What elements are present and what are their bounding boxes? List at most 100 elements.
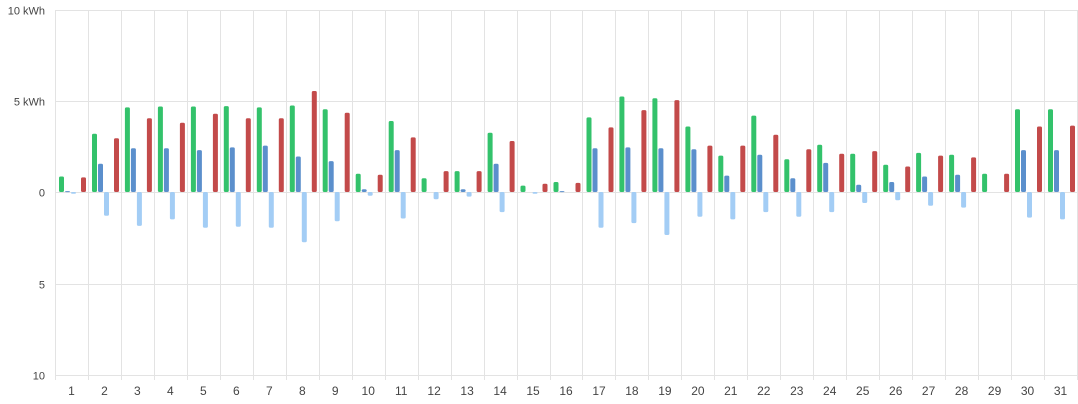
bar-blue xyxy=(493,163,499,192)
x-tick-label: 24 xyxy=(823,384,837,398)
bar-red xyxy=(81,177,86,192)
bar-red xyxy=(377,174,383,192)
bar-red xyxy=(443,171,449,192)
bar-red xyxy=(410,137,416,192)
bar-light_blue xyxy=(862,192,868,203)
bar-green xyxy=(520,185,526,192)
y-tick-label: 10 kWh xyxy=(8,6,45,18)
bar-light_blue xyxy=(136,192,142,226)
bar-light_blue xyxy=(169,192,175,220)
bar-blue xyxy=(361,189,367,192)
bar-red xyxy=(707,145,713,192)
bar-blue xyxy=(196,150,202,192)
x-tick-label: 23 xyxy=(790,384,804,398)
bar-green xyxy=(190,106,196,192)
bar-red xyxy=(114,138,119,192)
bar-light_blue xyxy=(334,192,340,222)
bar-green xyxy=(223,106,229,192)
bar-blue xyxy=(262,145,268,192)
x-tick-label: 18 xyxy=(625,384,639,398)
bar-light_blue xyxy=(104,192,109,216)
bar-light_blue xyxy=(697,192,703,217)
bar-blue xyxy=(130,148,136,192)
x-tick-label: 20 xyxy=(691,384,705,398)
bars-layer xyxy=(59,91,1075,243)
bar-green xyxy=(59,176,64,192)
bar-red xyxy=(641,110,647,192)
bar-green xyxy=(454,171,460,192)
x-tick-label: 9 xyxy=(332,384,339,398)
bar-red xyxy=(575,182,581,192)
bar-light_blue xyxy=(664,192,670,235)
bar-green xyxy=(1015,109,1020,192)
bar-light_blue xyxy=(829,192,835,213)
y-tick-label: 10 xyxy=(33,371,45,383)
x-tick-label: 30 xyxy=(1021,384,1035,398)
bar-blue xyxy=(856,184,862,192)
bar-green xyxy=(586,117,592,192)
bar-light_blue xyxy=(730,192,736,220)
bar-light_blue xyxy=(71,192,76,194)
bar-green xyxy=(817,144,823,192)
x-tick-label: 3 xyxy=(134,384,141,398)
bar-blue xyxy=(592,148,598,192)
bar-red xyxy=(674,100,680,192)
bar-green xyxy=(982,173,988,192)
bar-light_blue xyxy=(268,192,274,228)
bar-light_blue xyxy=(532,192,538,194)
bar-light_blue xyxy=(796,192,802,217)
bar-blue xyxy=(889,182,895,192)
bar-red xyxy=(1037,126,1042,192)
bar-blue xyxy=(1054,150,1059,192)
y-tick-label: 5 xyxy=(39,280,45,292)
bar-red xyxy=(344,112,350,192)
bar-red xyxy=(938,155,944,192)
x-tick-label: 4 xyxy=(167,384,174,398)
bar-blue xyxy=(823,162,829,192)
bar-green xyxy=(289,105,295,192)
y-tick-label: 0 xyxy=(39,188,45,200)
bar-red xyxy=(773,134,779,192)
bar-blue xyxy=(295,156,301,192)
x-tick-label: 16 xyxy=(559,384,573,398)
grid-layer xyxy=(55,10,1078,380)
bar-green xyxy=(751,115,757,192)
bar-light_blue xyxy=(400,192,406,219)
x-tick-label: 2 xyxy=(101,384,108,398)
x-tick-label: 26 xyxy=(889,384,903,398)
bar-light_blue xyxy=(1027,192,1032,218)
bar-light_blue xyxy=(367,192,373,196)
bar-green xyxy=(883,164,889,192)
bar-red xyxy=(839,153,845,192)
bar-red xyxy=(476,171,482,192)
bar-green xyxy=(124,107,130,192)
x-tick-label: 14 xyxy=(493,384,507,398)
bar-blue xyxy=(1021,150,1026,192)
bar-blue xyxy=(955,174,961,192)
bar-blue xyxy=(658,148,664,192)
x-tick-label: 29 xyxy=(988,384,1002,398)
x-tick-label: 27 xyxy=(922,384,936,398)
x-tick-label: 8 xyxy=(299,384,306,398)
bar-red xyxy=(740,145,746,192)
bar-light_blue xyxy=(202,192,208,228)
x-axis: 1 2 3 4 5 6 7 8 9 10 11 12 13 14 15 16 17 18 19 20 21 22 23 24 2… xyxy=(68,384,1067,398)
bar-light_blue xyxy=(763,192,769,213)
x-tick-label: 31 xyxy=(1054,384,1068,398)
bar-blue xyxy=(559,191,565,193)
bar-green xyxy=(322,109,328,192)
bar-blue xyxy=(394,150,400,192)
bar-red xyxy=(1070,125,1075,192)
bar-light_blue xyxy=(301,192,307,243)
x-tick-label: 17 xyxy=(592,384,606,398)
bar-light_blue xyxy=(499,192,505,213)
bar-red xyxy=(971,157,977,192)
bar-red xyxy=(146,118,152,192)
bar-green xyxy=(92,133,97,192)
bar-red xyxy=(1004,173,1010,192)
bar-blue xyxy=(460,189,466,192)
x-tick-label: 7 xyxy=(266,384,273,398)
x-tick-label: 1 xyxy=(68,384,75,398)
